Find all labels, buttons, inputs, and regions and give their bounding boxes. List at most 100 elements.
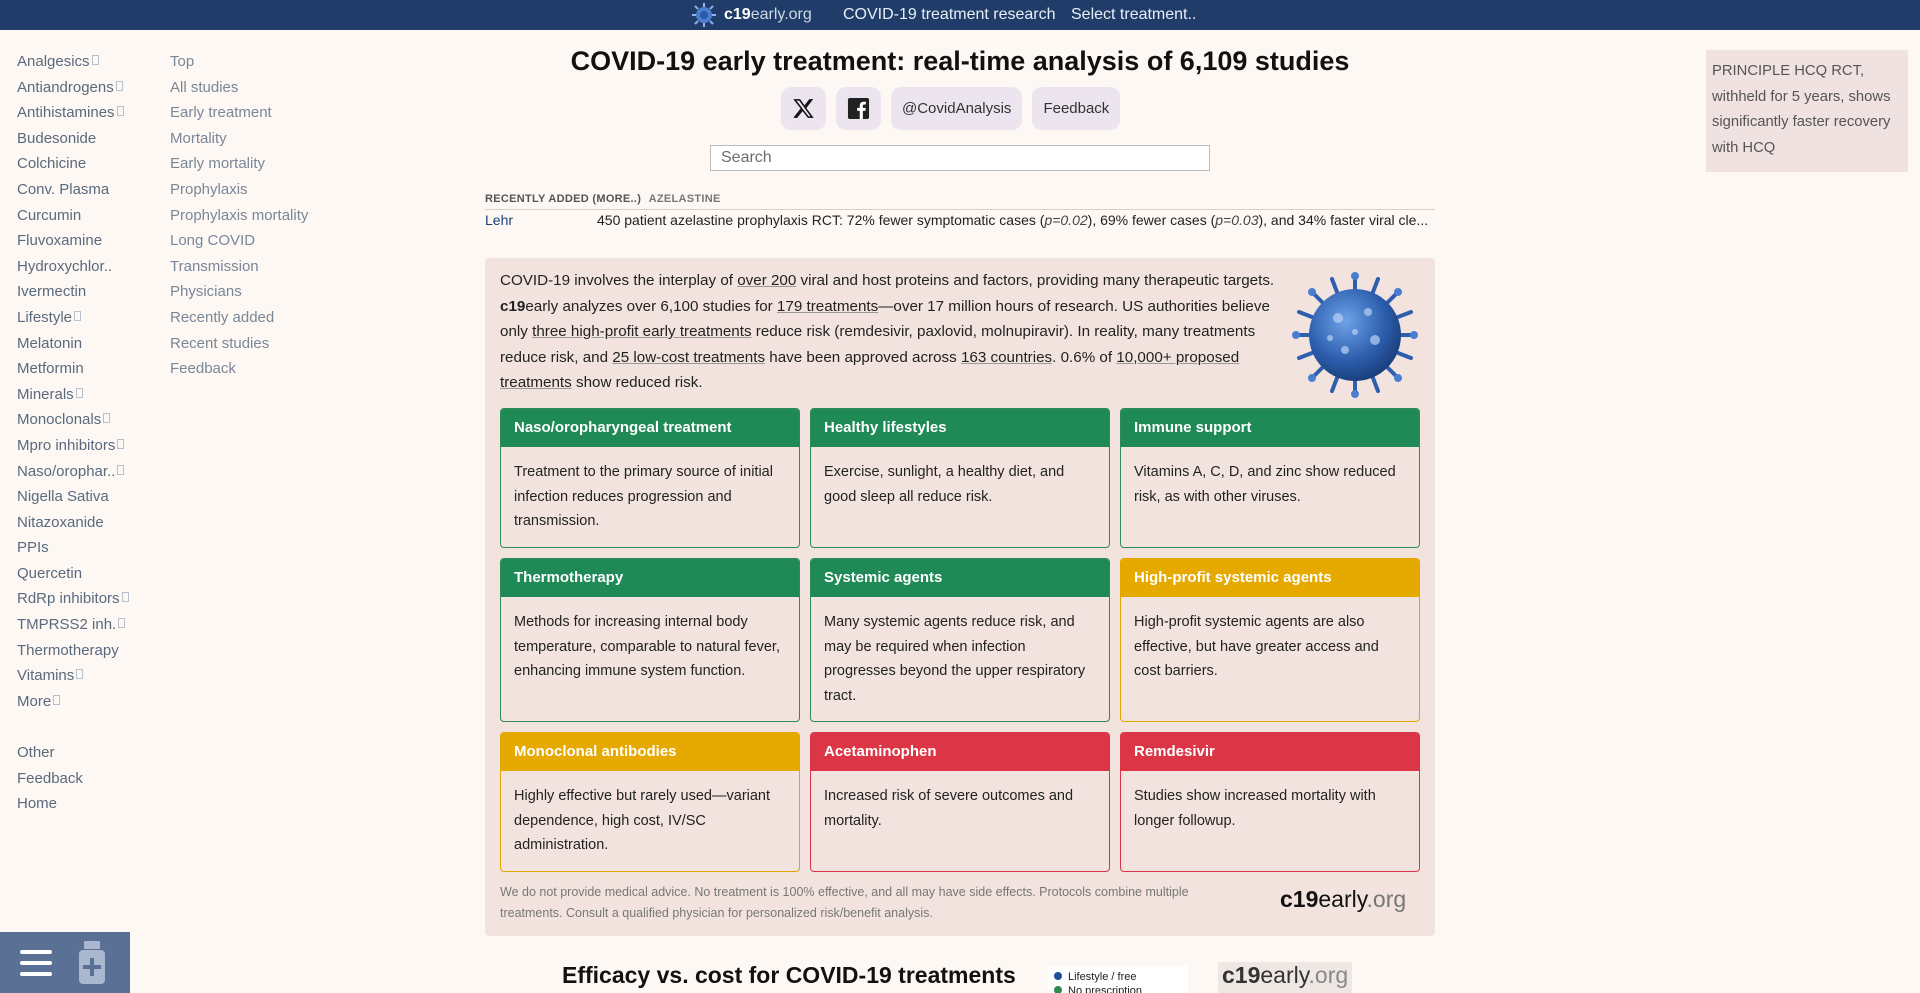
sidebar-item-label: Metformin [17,360,84,378]
submenu-icon [117,464,125,475]
sidebar-item-treatment[interactable]: Conv. Plasma [17,179,129,205]
recent-study-author[interactable]: Lehr [485,212,514,228]
recent-treatment-tag: AZELASTINE [648,193,721,205]
submenu-icon [121,592,129,603]
treatment-card[interactable]: Acetaminophen Increased risk of severe ou… [810,732,1110,872]
facebook-share-button[interactable] [836,87,881,130]
sidebar-item-section[interactable]: Early treatment [170,104,272,122]
card-title: Acetaminophen [811,733,1109,771]
treatment-card[interactable]: Naso/oropharyngeal treatment Treatment to… [500,408,800,548]
sidebar-item-treatment[interactable]: Vitamins [17,665,129,691]
sidebar-item-label: Antiandrogens [17,78,114,96]
sidebar-item-label: PPIs [17,539,49,557]
card-title: Naso/oropharyngeal treatment [501,409,799,447]
medicine-bottle-icon[interactable] [76,940,108,986]
treatment-card[interactable]: Immune support Vitamins A, C, D, and zinc… [1120,408,1420,548]
sidebar-item-section[interactable]: Long COVID [170,232,256,250]
sidebar-item-treatment[interactable]: Monoclonals [17,409,129,435]
nav-treatment-research[interactable]: COVID-19 treatment research [843,6,1056,23]
sidebar-item-section[interactable]: Mortality [170,129,227,147]
sidebar-item-treatment[interactable]: Antiandrogens [17,77,129,103]
legend-item: Lifestyle / free [1054,970,1182,984]
disclaimer-text: We do not provide medical advice. No tre… [500,885,1189,920]
sidebar-treatments: Analgesics Antiandrogens Antihistamines Bud… [17,51,129,819]
sidebar-item-treatment[interactable]: Budesonide [17,128,129,154]
link-over-200[interactable]: over 200 [737,272,797,289]
card-body: Vitamins A, C, D, and zinc show reduced … [1134,464,1396,505]
sidebar-item-section[interactable]: Physicians [170,283,242,301]
sidebar-item-treatment[interactable]: Minerals [17,384,129,410]
treatment-card[interactable]: Systemic agents Many systemic agents redu… [810,558,1110,722]
sidebar-item-treatment[interactable]: Analgesics [17,51,129,77]
sidebar-item-treatment[interactable]: Colchicine [17,153,129,179]
sidebar-item-section[interactable]: Early mortality [170,155,266,173]
card-body: Methods for increasing internal body tem… [514,614,780,679]
brand-link[interactable]: c19early.org [690,0,812,30]
sidebar-item-treatment[interactable]: Nigella Sativa [17,486,129,512]
treatment-card[interactable]: Healthy lifestyles Exercise, sunlight, a … [810,408,1110,548]
sidebar-item-section[interactable]: Feedback [170,360,236,378]
news-highlight[interactable]: PRINCIPLE HCQ RCT, withheld for 5 years,… [1706,50,1908,172]
sidebar-item-label: Ivermectin [17,283,87,301]
brand-text: c19early.org [724,6,812,23]
sidebar-item-label: Nitazoxanide [17,513,104,531]
covidanalysis-handle-button[interactable]: @CovidAnalysis [891,87,1023,130]
sidebar-item-label: TMPRSS2 inh. [17,616,117,634]
social-buttons: @CovidAnalysis Feedback [781,87,1121,130]
sidebar-item-section[interactable]: Top [170,53,195,70]
submenu-icon [75,387,83,398]
sidebar-item-section[interactable]: Recently added [170,308,275,326]
sidebar-item-treatment[interactable]: Antihistamines [17,102,129,128]
sidebar-item-section[interactable]: Transmission [170,257,259,275]
feedback-button[interactable]: Feedback [1032,87,1121,130]
sidebar-item-treatment[interactable]: RdRp inhibitors [17,588,129,614]
sidebar-item-treatment[interactable]: Ivermectin [17,281,129,307]
sidebar-item-treatment[interactable]: More [17,691,129,717]
sidebar-item-treatment[interactable]: Curcumin [17,205,129,231]
card-body: Treatment to the primary source of initi… [514,464,773,529]
sidebar-item-section[interactable]: All studies [170,78,239,96]
sidebar-item-treatment[interactable]: Hydroxychlor.. [17,256,129,282]
sidebar-item-bottom[interactable]: Feedback [17,769,83,787]
sidebar-item-treatment[interactable]: Quercetin [17,563,129,589]
x-share-button[interactable] [781,87,826,130]
recent-study-summary[interactable]: 450 patient azelastine prophylaxis RCT: … [597,212,1429,228]
search-input[interactable] [710,145,1210,171]
sidebar-item-section[interactable]: Prophylaxis mortality [170,206,309,224]
card-title: Monoclonal antibodies [501,733,799,771]
submenu-icon [103,413,111,424]
treatment-card[interactable]: Monoclonal antibodies Highly effective bu… [500,732,800,872]
sidebar-item-treatment[interactable]: Metformin [17,358,129,384]
sidebar-item-section[interactable]: Prophylaxis [170,180,248,198]
link-163-countries[interactable]: 163 countries [960,348,1053,366]
nav-select-treatment[interactable]: Select treatment.. [1071,6,1197,23]
treatment-card[interactable]: Thermotherapy Methods for increasing inte… [500,558,800,722]
sidebar-item-treatment[interactable]: Naso/orophar.. [17,461,129,487]
link-low-cost-treatments[interactable]: 25 low-cost treatments [612,348,766,366]
sidebar-item-bottom[interactable]: Home [17,795,58,813]
link-high-profit-treatments[interactable]: three high-profit early treatments [532,323,752,340]
recent-study-row[interactable]: Lehr 450 patient azelastine prophylaxis … [485,212,1435,232]
link-proposed-treatments[interactable]: 10,000+ proposed treatments [500,348,1240,392]
sidebar-item-treatment[interactable]: TMPRSS2 inh. [17,614,129,640]
sidebar-item-treatment[interactable]: Melatonin [17,333,129,359]
treatment-card[interactable]: High-profit systemic agents High-profit s… [1120,558,1420,722]
treatment-card[interactable]: Remdesivir Studies show increased mortali… [1120,732,1420,872]
hamburger-menu-icon[interactable] [20,950,52,976]
sidebar-item-label: Antihistamines [17,104,115,122]
sidebar-item-section[interactable]: Recent studies [170,334,270,352]
submenu-icon [76,669,84,680]
sidebar-item-bottom[interactable]: Other [17,744,55,762]
sidebar-item-treatment[interactable]: Fluvoxamine [17,230,129,256]
efficacy-chart-title: Efficacy vs. cost for COVID-19 treatment… [562,962,1016,988]
sidebar-item-treatment[interactable]: Nitazoxanide [17,512,129,538]
sidebar-item-treatment[interactable]: Mpro inhibitors [17,435,129,461]
recently-added-more-link[interactable]: RECENTLY ADDED (MORE..) [485,193,642,205]
sidebar-item-label: Curcumin [17,206,82,224]
link-179-treatments[interactable]: 179 treatments [776,297,879,315]
sidebar-item-treatment[interactable]: Thermotherapy [17,640,129,666]
sidebar-item-label: RdRp inhibitors [17,590,120,608]
sidebar-item-treatment[interactable]: PPIs [17,537,129,563]
sidebar-item-treatment[interactable]: Lifestyle [17,307,129,333]
submenu-icon [53,694,61,705]
